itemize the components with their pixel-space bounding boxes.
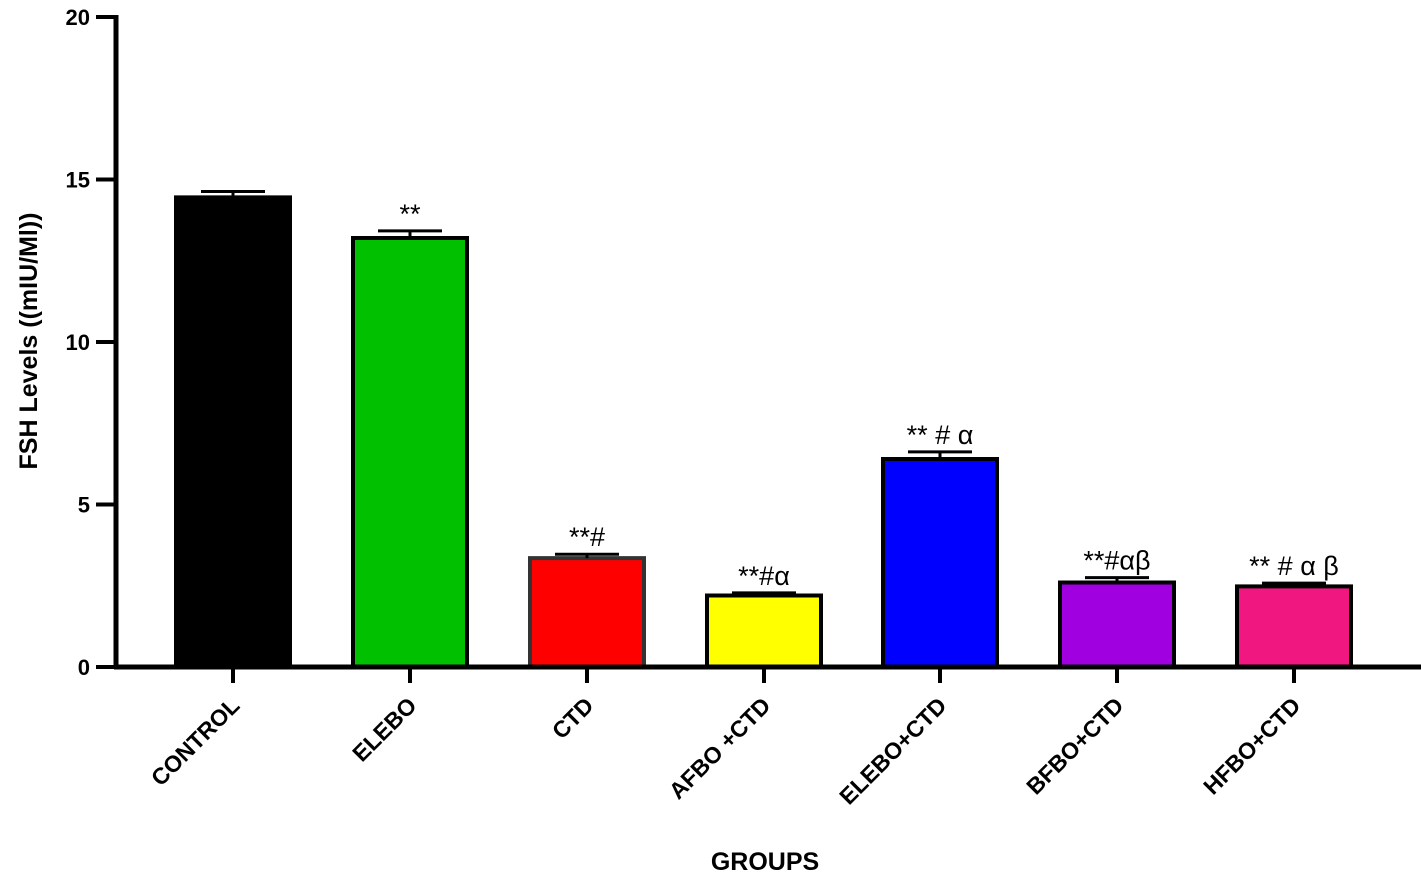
y-tick-label: 15 [66,168,90,193]
bar-hfbo-ctd [1235,584,1353,670]
x-tick-label: ELEBO+CTD [834,692,951,809]
y-tick-label: 0 [78,655,90,680]
significance-label: **#αβ [1083,546,1150,576]
x-axis-title: GROUPS [711,848,819,876]
bar-control [174,195,292,669]
significance-label: ** # α [907,420,974,450]
y-tick-label: 20 [66,5,90,30]
x-tick-label: HFBO+CTD [1198,692,1305,799]
x-tick-label: AFBO +CTD [664,692,776,804]
bars-layer: ** **# **#α ** # α **#αβ ** # α β [174,190,1353,670]
y-axis-title: FSH Levels ((mIU/Ml)) [15,213,43,470]
significance-label: ** [399,199,421,229]
y-tick-label: 5 [78,493,90,518]
bar-elebo [351,236,469,669]
significance-label: ** # α β [1249,551,1339,581]
y-tick-label: 10 [66,330,90,355]
bar-afbo-ctd [705,593,823,669]
x-tick-label: ELEBO [347,692,421,766]
bar-bfbo-ctd [1058,580,1176,669]
significance-label: **# [569,522,605,552]
x-tick-label: CTD [547,692,599,744]
x-tick-label: BFBO+CTD [1021,692,1128,799]
x-tick-label: CONTROL [146,692,245,791]
bar-elebo-ctd [881,457,999,669]
bar-ctd [528,556,646,669]
significance-label: **#α [738,561,790,591]
